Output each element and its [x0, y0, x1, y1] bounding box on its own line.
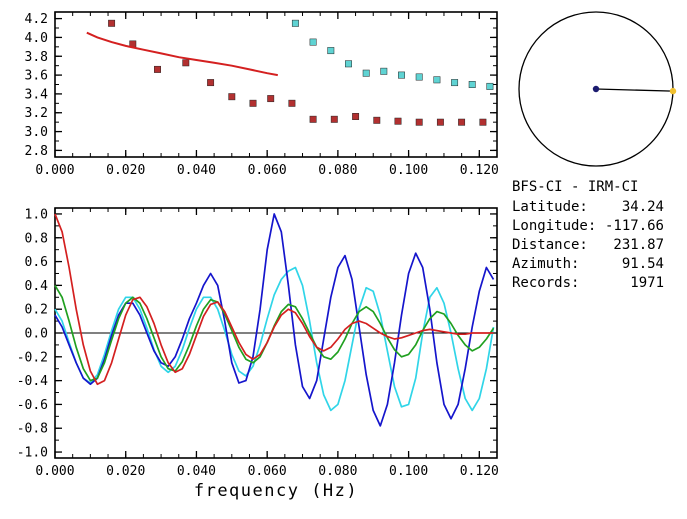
y-tick-label: 0.6 — [25, 255, 48, 270]
waveform-blue-trace — [54, 213, 495, 427]
info-value: 1971 — [630, 275, 664, 291]
info-row-records: Records: 1971 — [512, 274, 664, 293]
axes: 0.000 0.020 0.040 0.060 0.080 0.100 0.120 2.8 3.… — [25, 11, 499, 178]
x-tick-label: 0.020 — [106, 464, 145, 479]
y-tick-label: 3.0 — [25, 125, 48, 140]
y-tick-label: 3.2 — [25, 106, 48, 121]
y-tick-label: 3.6 — [25, 69, 48, 84]
info-row-distance: Distance: 231.87 — [512, 236, 664, 255]
y-tick-label: 4.2 — [25, 12, 48, 27]
x-tick-label: 0.020 — [106, 163, 145, 178]
info-label: Distance: — [512, 237, 588, 253]
spectra-plot: 0.000 0.020 0.040 0.060 0.080 0.100 0.120 -1.0 -… — [17, 207, 499, 501]
y-tick-label: 0.0 — [25, 327, 48, 342]
y-tick-label: -0.2 — [17, 350, 48, 365]
y-tick-label: 0.4 — [25, 279, 49, 294]
x-tick-label: 0.100 — [389, 464, 428, 479]
waveform-cyan-trace — [54, 266, 495, 412]
y-tick-label: -0.4 — [17, 374, 48, 389]
info-value: 91.54 — [621, 256, 664, 272]
y-tick-label: 3.4 — [25, 87, 49, 102]
x-tick-label: 0.120 — [460, 163, 499, 178]
waveform-red-trace — [54, 213, 494, 386]
y-tick-label: 3.8 — [25, 50, 48, 65]
azimuth-compass — [518, 11, 677, 167]
x-tick-label: 0.060 — [248, 464, 287, 479]
azimuth-line — [595, 88, 674, 92]
info-value: 34.24 — [621, 199, 664, 215]
station-info: BFS-CI - IRM-CI Latitude: 34.24 Longitud… — [512, 178, 664, 293]
x-tick-label: 0.040 — [177, 464, 216, 479]
info-row-azimuth: Azimuth: 91.54 — [512, 255, 664, 274]
info-label: Longitude: — [512, 218, 597, 234]
dispersion-plot: 0.000 0.020 0.040 0.060 0.080 0.100 0.120 2.8 3.… — [25, 11, 499, 178]
info-label: Latitude: — [512, 199, 588, 215]
y-tick-label: 0.2 — [25, 303, 48, 318]
azimuth-edge-dot — [669, 87, 677, 95]
info-value: -117.66 — [604, 218, 664, 234]
station-center-dot — [592, 85, 600, 93]
series-red-curve — [86, 31, 278, 77]
info-label: Records: — [512, 275, 580, 291]
info-row-longitude: Longitude: -117.66 — [512, 217, 664, 236]
station-pair-title: BFS-CI - IRM-CI — [512, 179, 639, 195]
x-tick-label: 0.000 — [35, 464, 74, 479]
y-tick-label: -0.8 — [17, 422, 48, 437]
y-tick-label: -0.6 — [17, 398, 48, 413]
y-tick-label: 4.0 — [25, 31, 48, 46]
x-tick-label: 0.000 — [35, 163, 74, 178]
y-tick-label: 1.0 — [25, 207, 48, 222]
x-tick-label: 0.120 — [460, 464, 499, 479]
y-tick-label: 0.8 — [25, 231, 48, 246]
x-tick-label: 0.080 — [318, 163, 357, 178]
series-red-squares — [108, 19, 487, 126]
y-tick-label: -1.0 — [17, 446, 48, 461]
axes: 0.000 0.020 0.040 0.060 0.080 0.100 0.120 -1.0 -… — [17, 207, 499, 479]
x-tick-label: 0.060 — [248, 163, 287, 178]
x-tick-label: 0.040 — [177, 163, 216, 178]
info-row-latitude: Latitude: 34.24 — [512, 198, 664, 217]
x-tick-label: 0.080 — [318, 464, 357, 479]
x-axis-title: frequency (Hz) — [194, 481, 358, 501]
info-value: 231.87 — [613, 237, 664, 253]
series-cyan-squares — [291, 19, 494, 90]
y-tick-label: 2.8 — [25, 144, 48, 159]
info-label: Azimuth: — [512, 256, 580, 272]
x-tick-label: 0.100 — [389, 163, 428, 178]
